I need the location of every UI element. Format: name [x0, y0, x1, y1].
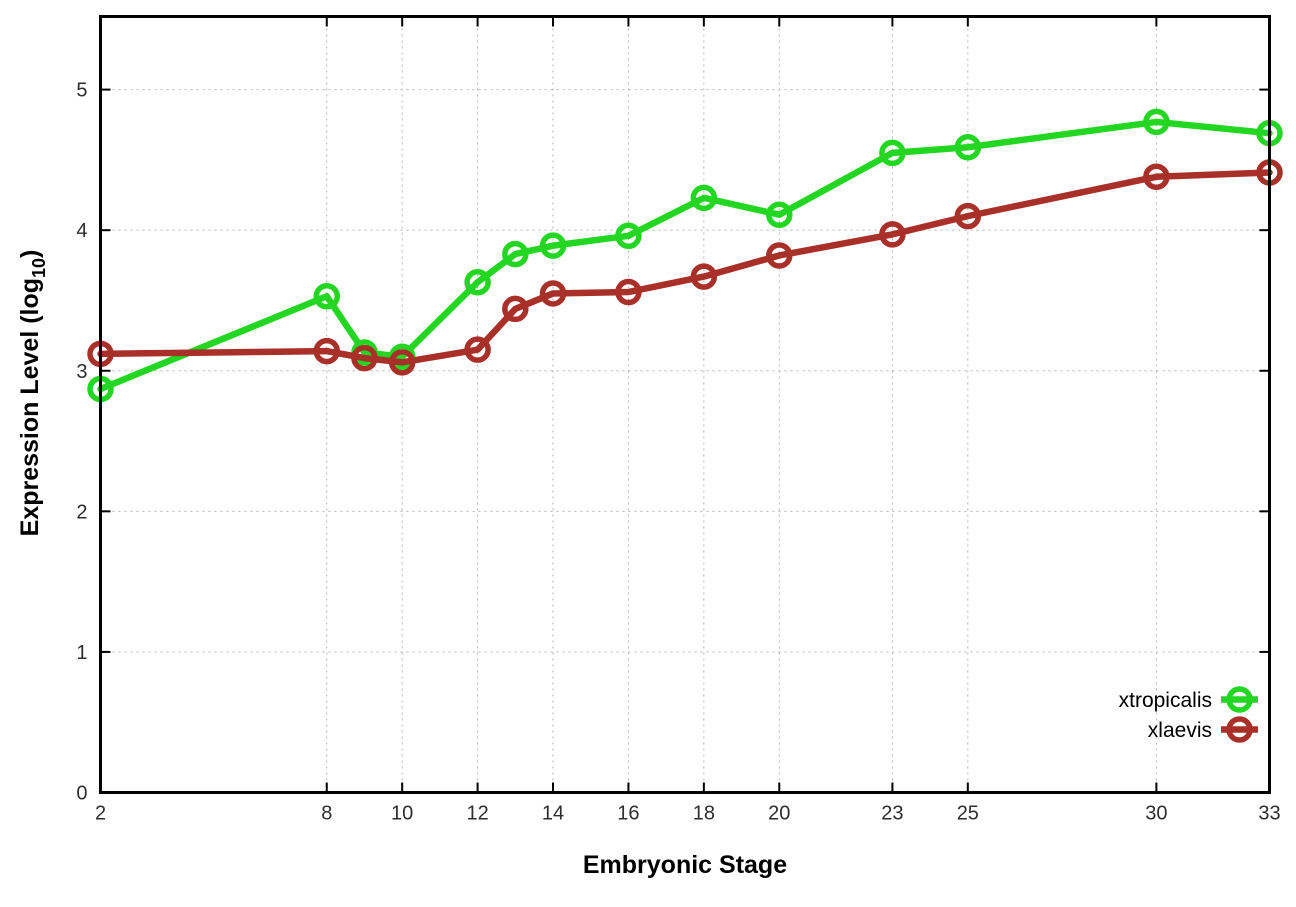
y-tick-label: 1: [76, 642, 87, 664]
y-axis-title-main: Expression Level (log: [16, 278, 44, 536]
x-tick-label: 20: [768, 803, 790, 825]
data-point-marker: [539, 232, 567, 259]
data-point-marker: [502, 240, 529, 268]
series-points-xlaevis: [87, 159, 1283, 376]
x-tick-label: 33: [1258, 803, 1280, 825]
x-tick-label: 14: [542, 803, 564, 825]
data-point-marker: [1143, 108, 1170, 136]
data-point-marker: [879, 221, 906, 248]
x-tick-label: 16: [617, 803, 639, 825]
data-point-marker: [313, 283, 341, 310]
y-axis-title-suffix: ): [16, 250, 44, 258]
y-tick-label: 0: [76, 783, 87, 805]
x-tick-label: 8: [321, 803, 332, 825]
data-point-marker: [690, 184, 718, 212]
data-point-marker: [1143, 163, 1170, 191]
data-point-marker: [388, 349, 416, 376]
legend-marker-xlaevis: [1226, 716, 1253, 743]
data-point-marker: [615, 278, 642, 306]
legend-label-xlaevis: xlaevis: [1148, 719, 1212, 742]
x-tick-label: 25: [957, 803, 979, 825]
x-tick-label: 10: [391, 803, 413, 825]
data-point-marker: [502, 295, 529, 323]
y-tick-label: 2: [76, 501, 87, 523]
series-points-xtropicalis: [87, 108, 1283, 403]
x-tick-label: 30: [1145, 803, 1167, 825]
data-point-marker: [351, 344, 378, 372]
data-point-marker: [690, 263, 718, 290]
plot-border: [99, 15, 1271, 794]
y-axis-title-subscript: 10: [29, 258, 49, 278]
data-point-marker: [954, 202, 982, 230]
legend: xtropicalis xlaevis: [1119, 686, 1258, 743]
legend-label-xtropicalis: xtropicalis: [1119, 689, 1212, 712]
series-layer: [87, 108, 1283, 403]
data-point-marker: [539, 280, 567, 307]
data-point-marker: [313, 337, 341, 365]
data-point-marker: [879, 139, 906, 167]
y-tick-label: 3: [76, 361, 87, 383]
x-tick-label: 2: [95, 803, 106, 825]
data-point-marker: [464, 268, 491, 296]
x-tick-label: 23: [881, 803, 903, 825]
y-axis-title: Expression Level (log10): [16, 250, 49, 537]
data-point-marker: [464, 336, 491, 363]
x-tick-label: 12: [466, 803, 488, 825]
data-point-marker: [766, 242, 793, 269]
x-axis-title: Embryonic Stage: [583, 851, 787, 879]
data-point-marker: [766, 201, 793, 228]
series-line-xlaevis: [97, 169, 1273, 366]
data-point-marker: [954, 133, 982, 161]
y-tick-label: 4: [76, 220, 87, 242]
legend-marker-xtropicalis: [1226, 686, 1253, 713]
data-point-marker: [615, 222, 642, 250]
y-tick-label: 5: [76, 80, 87, 102]
x-tick-label: 18: [693, 803, 715, 825]
